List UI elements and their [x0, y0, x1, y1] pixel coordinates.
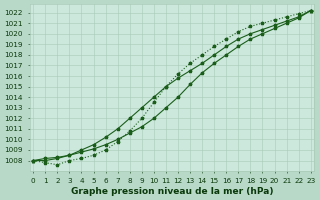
X-axis label: Graphe pression niveau de la mer (hPa): Graphe pression niveau de la mer (hPa): [71, 187, 273, 196]
